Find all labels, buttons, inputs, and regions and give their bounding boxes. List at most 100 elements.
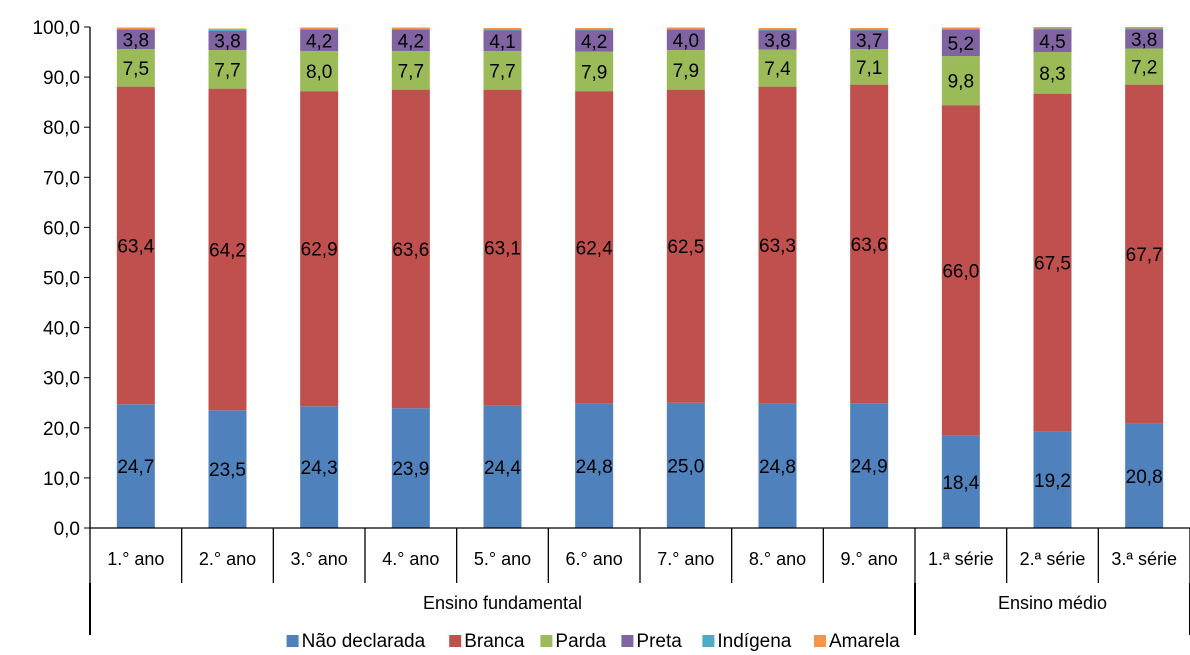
bar-segment xyxy=(391,29,430,31)
legend-swatch xyxy=(814,635,826,647)
bar-segment xyxy=(208,50,247,89)
legend-label: Parda xyxy=(555,631,606,652)
data-label: 4,2 xyxy=(581,32,607,53)
data-label: 62,9 xyxy=(301,240,338,261)
data-label: 7,5 xyxy=(123,59,149,80)
bar-segment xyxy=(758,29,797,31)
bar-segment xyxy=(300,30,339,52)
data-label: 63,6 xyxy=(392,240,429,261)
y-tick-label: 70,0 xyxy=(43,168,80,189)
bar-segment xyxy=(1125,27,1164,29)
data-label: 63,1 xyxy=(484,239,521,260)
data-label: 24,4 xyxy=(484,458,521,479)
data-label: 4,0 xyxy=(673,31,699,52)
data-label: 8,0 xyxy=(306,62,332,83)
bar-segment xyxy=(116,29,155,31)
bar-segment xyxy=(1033,27,1072,29)
data-label: 25,0 xyxy=(667,456,704,477)
bar-segment xyxy=(666,27,705,30)
category-label: 6.° ano xyxy=(566,549,623,569)
bar-segment xyxy=(391,30,430,52)
data-label: 64,2 xyxy=(209,240,246,261)
data-label: 8,3 xyxy=(1039,64,1065,85)
bar-segment xyxy=(208,31,247,51)
bar-segment xyxy=(208,28,247,31)
bar-segment xyxy=(116,30,155,50)
data-label: 24,7 xyxy=(117,457,154,478)
bar-segment xyxy=(850,49,889,85)
bar-segment xyxy=(1125,29,1164,49)
bar-segment xyxy=(116,86,155,405)
bar-segment xyxy=(391,27,430,30)
y-axis: 0,0 10,0 20,0 30,0 40,0 50,0 60,0 70,0 80,0 90,0 1… xyxy=(32,18,91,540)
bar-segment xyxy=(1125,28,1164,30)
bar-segment xyxy=(1033,93,1072,432)
data-label: 3,8 xyxy=(123,31,149,52)
y-tick-label: 60,0 xyxy=(43,218,80,239)
y-tick-label: 30,0 xyxy=(43,369,80,390)
data-label: 7,1 xyxy=(856,58,882,79)
bar-segment xyxy=(666,29,705,31)
bar-segment xyxy=(575,91,614,404)
data-label: 24,8 xyxy=(759,457,796,478)
bar-segment xyxy=(758,30,797,50)
x-axis: 1.° ano 2.° ano 3.° ano 4.° ano 5.° ano 6.° a… xyxy=(89,527,1190,635)
y-tick-label: 80,0 xyxy=(43,118,80,139)
y-tick-label: 100,0 xyxy=(32,18,80,39)
bar-segment xyxy=(483,89,522,406)
bar-segment xyxy=(850,403,889,528)
bar-segment xyxy=(575,28,614,30)
data-label: 7,7 xyxy=(489,61,515,82)
data-label: 7,2 xyxy=(1131,58,1157,79)
bar-segment xyxy=(116,49,155,87)
bar-segment xyxy=(575,30,614,52)
data-label: 20,8 xyxy=(1126,467,1163,488)
bar-segment xyxy=(666,30,705,51)
data-label: 67,7 xyxy=(1126,245,1163,266)
data-label: 67,5 xyxy=(1034,254,1071,275)
data-label: 23,5 xyxy=(209,460,246,481)
data-label: 7,7 xyxy=(398,61,424,82)
legend-swatch xyxy=(286,635,299,647)
bar-segment xyxy=(1033,431,1072,528)
bar-segment xyxy=(1033,28,1072,30)
data-label: 62,4 xyxy=(576,238,613,259)
y-tick-label: 10,0 xyxy=(43,469,80,490)
bar-segment xyxy=(941,56,980,106)
data-label: 9,8 xyxy=(948,72,974,93)
legend-label: Branca xyxy=(464,631,525,652)
bar-segment xyxy=(391,89,430,409)
bar-segment xyxy=(850,28,889,30)
bar-segment xyxy=(483,28,522,30)
bar-segment xyxy=(941,30,980,57)
data-label: 62,5 xyxy=(667,237,704,258)
data-label: 63,6 xyxy=(851,235,888,256)
legend-swatch xyxy=(449,635,462,647)
bar-segment xyxy=(758,86,797,404)
data-label: 4,1 xyxy=(489,32,515,53)
category-label: 3.° ano xyxy=(291,549,348,569)
bar-segment xyxy=(1125,84,1164,424)
bar-segment xyxy=(850,30,889,50)
data-label: 24,3 xyxy=(301,458,338,479)
data-label: 23,9 xyxy=(392,459,429,480)
bar-segment xyxy=(575,403,614,528)
bar-segment xyxy=(758,28,797,30)
bar-segment xyxy=(666,50,705,90)
data-label: 4,2 xyxy=(306,32,332,53)
data-label: 19,2 xyxy=(1034,471,1071,492)
bar-segment xyxy=(208,88,247,411)
data-label: 24,9 xyxy=(851,457,888,478)
group-label: Ensino médio xyxy=(998,593,1107,613)
legend-swatch xyxy=(540,635,553,647)
bar-segment xyxy=(850,84,889,404)
y-tick-label: 20,0 xyxy=(43,419,80,440)
category-label: 4.° ano xyxy=(382,549,439,569)
legend-swatch xyxy=(621,635,634,647)
data-label: 7,9 xyxy=(673,61,699,82)
legend-label: Não declarada xyxy=(302,631,426,652)
bar-segment xyxy=(483,30,522,52)
category-label: 2.ª série xyxy=(1020,549,1086,569)
bars xyxy=(116,27,1164,528)
bar-segment xyxy=(575,29,614,31)
